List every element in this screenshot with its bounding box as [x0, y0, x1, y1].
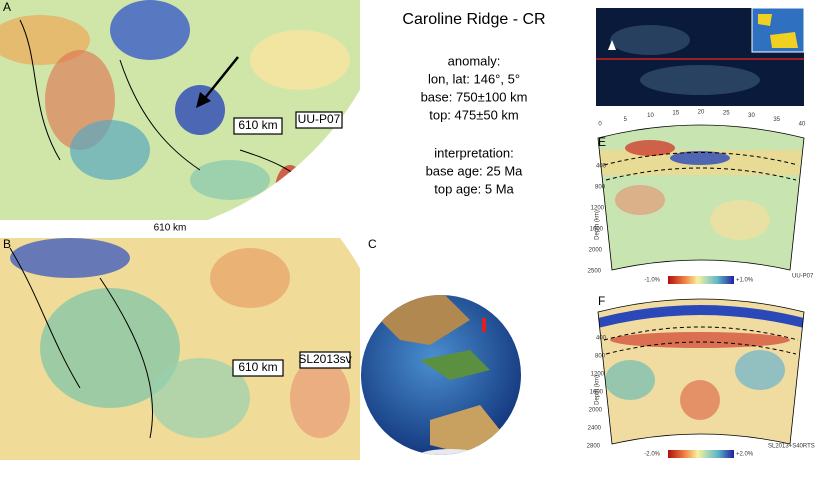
x-tick-label: 15	[672, 110, 679, 116]
panel-letter: C	[368, 237, 377, 251]
info-line: base age: 25 Ma	[426, 163, 524, 178]
axis-label: Depth (km)	[595, 375, 601, 405]
cross-section-f	[597, 298, 805, 458]
map-a	[0, 0, 360, 220]
y-tick-label: 400	[596, 164, 607, 170]
model-label: SL2013sv	[298, 352, 351, 366]
location-map	[596, 7, 805, 106]
globe	[361, 295, 521, 455]
y-tick-label: 1600	[590, 390, 604, 396]
scale-min: -1.0%	[644, 278, 660, 284]
y-tick-label: 2400	[588, 426, 602, 432]
x-tick-label: 35	[773, 117, 780, 123]
y-tick-label: 2000	[589, 408, 603, 414]
y-tick-label: 800	[595, 354, 606, 360]
scale-max: +2.0%	[736, 452, 754, 458]
y-tick-label: 2800	[587, 444, 601, 450]
y-tick-label: 1600	[590, 227, 604, 233]
scale-min: -2.0%	[644, 452, 660, 458]
y-tick-label: 400	[596, 336, 607, 342]
info-line: interpretation:	[434, 145, 514, 160]
cross-section-e	[597, 124, 805, 284]
info-line: top age: 5 Ma	[434, 181, 514, 196]
info-line: anomaly:	[448, 53, 501, 68]
panel-letter: F	[598, 294, 605, 308]
y-tick-label: 2500	[588, 269, 602, 275]
panel-letter: E	[598, 135, 606, 149]
x-tick-label: 40	[799, 122, 806, 128]
depth-label: 610 km	[238, 360, 277, 374]
x-tick-label: 0	[598, 122, 602, 128]
y-tick-label: 1200	[591, 206, 605, 212]
caption: 610 km	[154, 223, 187, 234]
x-tick-label: 20	[698, 110, 705, 116]
axis-label: Depth (km)	[595, 210, 601, 240]
y-tick-label: 800	[595, 185, 606, 191]
scale-max: +1.0%	[736, 278, 754, 284]
x-tick-label: 30	[748, 113, 755, 119]
x-tick-label: 25	[723, 110, 730, 116]
info-line: base: 750±100 km	[421, 89, 528, 104]
panel-letter: B	[3, 237, 11, 251]
panel-letter: A	[3, 0, 11, 14]
x-tick-label: 10	[647, 113, 654, 119]
model-label: UU-P07	[792, 274, 814, 280]
depth-label: 610 km	[238, 118, 277, 132]
info-line: top: 475±50 km	[429, 107, 519, 122]
x-tick-label: 5	[624, 117, 628, 123]
y-tick-label: 1200	[591, 372, 605, 378]
model-label: SL2013+S40RTS	[768, 444, 815, 450]
y-tick-label: 2000	[589, 248, 603, 254]
title: Caroline Ridge - CR	[402, 11, 545, 28]
map-b	[0, 238, 360, 460]
info-line: lon, lat: 146°, 5°	[428, 71, 520, 86]
model-label: UU-P07	[298, 112, 341, 126]
